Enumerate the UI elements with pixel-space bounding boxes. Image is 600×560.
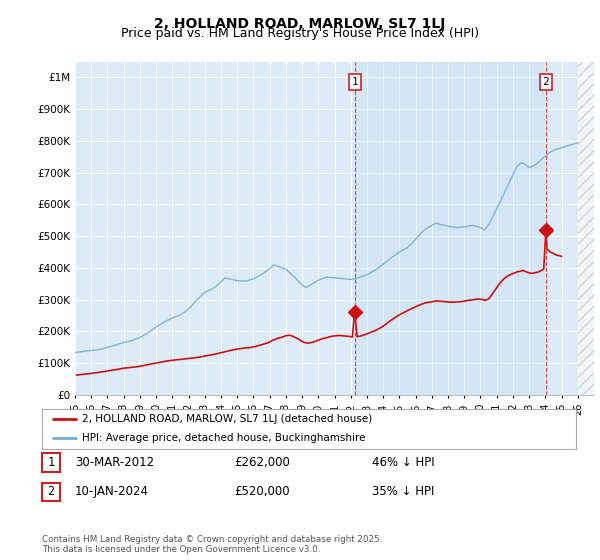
Text: 10-JAN-2024: 10-JAN-2024 <box>75 486 149 498</box>
Bar <box>578 62 594 395</box>
Text: 46% ↓ HPI: 46% ↓ HPI <box>372 456 434 469</box>
Text: 2: 2 <box>542 77 550 87</box>
Text: Contains HM Land Registry data © Crown copyright and database right 2025.
This d: Contains HM Land Registry data © Crown c… <box>42 535 382 554</box>
Text: Price paid vs. HM Land Registry's House Price Index (HPI): Price paid vs. HM Land Registry's House … <box>121 27 479 40</box>
Text: 2, HOLLAND ROAD, MARLOW, SL7 1LJ: 2, HOLLAND ROAD, MARLOW, SL7 1LJ <box>154 17 446 31</box>
Text: 2, HOLLAND ROAD, MARLOW, SL7 1LJ (detached house): 2, HOLLAND ROAD, MARLOW, SL7 1LJ (detach… <box>82 414 372 424</box>
Text: HPI: Average price, detached house, Buckinghamshire: HPI: Average price, detached house, Buck… <box>82 433 365 443</box>
Text: 35% ↓ HPI: 35% ↓ HPI <box>372 486 434 498</box>
Text: £262,000: £262,000 <box>234 456 290 469</box>
Text: £520,000: £520,000 <box>234 486 290 498</box>
Text: 1: 1 <box>352 77 358 87</box>
Bar <box>355 62 546 395</box>
Text: 30-MAR-2012: 30-MAR-2012 <box>75 456 154 469</box>
Text: 1: 1 <box>47 456 55 469</box>
Text: 2: 2 <box>47 486 55 498</box>
Bar <box>578 62 594 395</box>
